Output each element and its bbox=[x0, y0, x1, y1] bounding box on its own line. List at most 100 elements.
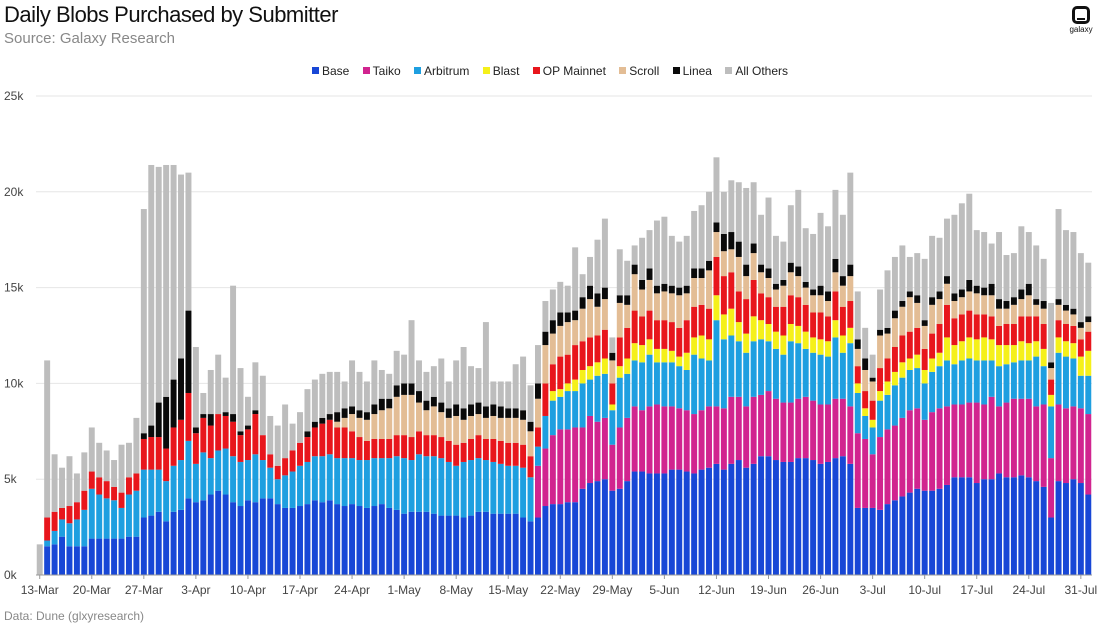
bar-segment-all-others bbox=[1077, 253, 1084, 323]
bar-segment-all-others bbox=[289, 423, 296, 451]
bar-segment-taiko bbox=[601, 417, 608, 480]
legend-item-all-others[interactable]: All Others bbox=[725, 64, 788, 78]
galaxy-logo: galaxy bbox=[1066, 4, 1096, 34]
bar-segment-blast bbox=[914, 354, 921, 369]
bar-segment-base bbox=[758, 456, 765, 575]
bar-segment-op-mainnet bbox=[230, 421, 237, 457]
bar-segment-taiko bbox=[817, 404, 824, 464]
bar-segment-linea bbox=[780, 279, 787, 286]
bar-segment-all-others bbox=[363, 381, 370, 413]
bar-segment-base bbox=[192, 502, 199, 575]
bar-segment-all-others bbox=[401, 354, 408, 384]
bar-segment-op-mainnet bbox=[817, 312, 824, 340]
bar-segment-base bbox=[207, 494, 214, 575]
legend-item-blast[interactable]: Blast bbox=[482, 64, 519, 78]
bar-segment-blast bbox=[884, 381, 891, 395]
bar-segment-taiko bbox=[936, 408, 943, 489]
bar-segment-arbitrum bbox=[81, 509, 88, 547]
bar-segment-blast bbox=[1063, 341, 1069, 357]
bar-segment-base bbox=[1085, 494, 1092, 575]
bar-segment-linea bbox=[237, 431, 244, 436]
bar-segment-taiko bbox=[1063, 408, 1069, 484]
legend-item-linea[interactable]: Linea bbox=[672, 64, 712, 78]
bar-segment-base bbox=[341, 506, 348, 575]
bar-segment-blast bbox=[1085, 350, 1092, 376]
bar-segment-blast bbox=[839, 335, 846, 353]
bar-segment-scroll bbox=[780, 285, 787, 307]
bar-segment-linea bbox=[720, 233, 727, 252]
bar-segment-linea bbox=[505, 408, 512, 418]
bar-segment-op-mainnet bbox=[535, 427, 541, 447]
bar-segment-op-mainnet bbox=[631, 310, 638, 344]
bar-segment-scroll bbox=[349, 414, 356, 432]
bar-segment-arbitrum bbox=[661, 362, 668, 407]
bar-segment-taiko bbox=[1010, 398, 1017, 478]
bar-segment-taiko bbox=[944, 406, 950, 485]
legend-item-arbitrum[interactable]: Arbitrum bbox=[414, 64, 469, 78]
bar-segment-all-others bbox=[787, 205, 794, 263]
legend-item-taiko[interactable]: Taiko bbox=[362, 64, 401, 78]
bar-segment-linea bbox=[549, 320, 556, 334]
bar-segment-base bbox=[854, 507, 861, 575]
bar-segment-linea bbox=[363, 412, 370, 420]
bar-segment-op-mainnet bbox=[750, 279, 757, 317]
bar-segment-scroll bbox=[810, 295, 817, 313]
bar-segment-scroll bbox=[944, 283, 950, 305]
bar-segment-all-others bbox=[297, 412, 303, 443]
bar-segment-scroll bbox=[1003, 308, 1010, 325]
bar-segment-linea bbox=[244, 425, 251, 430]
bar-segment-blast bbox=[772, 331, 779, 349]
legend-item-base[interactable]: Base bbox=[311, 64, 349, 78]
bar-segment-blast bbox=[810, 337, 817, 353]
bar-segment-all-others bbox=[728, 180, 735, 233]
bar-segment-arbitrum bbox=[222, 448, 229, 495]
bar-segment-linea bbox=[1070, 308, 1077, 315]
bar-segment-scroll bbox=[1033, 304, 1040, 317]
bar-segment-base bbox=[423, 511, 430, 575]
bar-segment-base bbox=[631, 471, 638, 575]
bar-segment-arbitrum bbox=[1033, 356, 1040, 407]
legend-item-scroll[interactable]: Scroll bbox=[619, 64, 659, 78]
bar-segment-all-others bbox=[252, 362, 259, 411]
bar-segment-arbitrum bbox=[817, 354, 824, 405]
bar-segment-arbitrum bbox=[795, 343, 802, 399]
bar-segment-taiko bbox=[706, 406, 712, 468]
bar-segment-op-mainnet bbox=[549, 364, 556, 392]
bar-segment-linea bbox=[839, 276, 846, 286]
bar-segment-all-others bbox=[653, 220, 660, 286]
bar-segment-base bbox=[73, 546, 80, 575]
bar-segment-blast bbox=[720, 314, 727, 340]
bar-segment-taiko bbox=[579, 427, 586, 489]
bar-segment-op-mainnet bbox=[520, 444, 527, 468]
bar-segment-scroll bbox=[877, 335, 884, 369]
bar-segment-op-mainnet bbox=[668, 322, 675, 351]
bar-segment-scroll bbox=[743, 276, 750, 300]
bar-segment-taiko bbox=[549, 435, 556, 505]
bar-segment-taiko bbox=[735, 396, 742, 461]
bar-segment-base bbox=[468, 515, 475, 575]
bar-segment-all-others bbox=[490, 381, 497, 405]
x-tick-label: 10-Jul bbox=[908, 583, 941, 597]
bar-segment-linea bbox=[482, 406, 489, 418]
legend-item-op-mainnet[interactable]: OP Mainnet bbox=[532, 64, 606, 78]
bar-segment-linea bbox=[765, 268, 772, 279]
bar-segment-blast bbox=[1048, 394, 1055, 407]
bar-segment-linea bbox=[587, 285, 593, 300]
bar-segment-base bbox=[1025, 477, 1032, 575]
bar-segment-all-others bbox=[631, 245, 638, 265]
bar-segment-op-mainnet bbox=[1048, 379, 1055, 395]
legend-label-linea: Linea bbox=[682, 64, 712, 78]
bar-segment-linea bbox=[356, 410, 363, 418]
bar-segment-base bbox=[587, 483, 593, 575]
bar-segment-arbitrum bbox=[914, 368, 921, 409]
bar-segment-arbitrum bbox=[869, 427, 876, 455]
bar-segment-scroll bbox=[653, 293, 660, 321]
bar-segment-op-mainnet bbox=[542, 383, 549, 416]
bar-segment-arbitrum bbox=[44, 540, 51, 547]
bar-segment-all-others bbox=[795, 189, 802, 267]
bar-segment-linea bbox=[862, 358, 869, 370]
bar-segment-op-mainnet bbox=[616, 337, 623, 367]
bar-segment-op-mainnet bbox=[133, 473, 140, 491]
bar-segment-base bbox=[765, 456, 772, 575]
bar-segment-arbitrum bbox=[363, 460, 370, 508]
